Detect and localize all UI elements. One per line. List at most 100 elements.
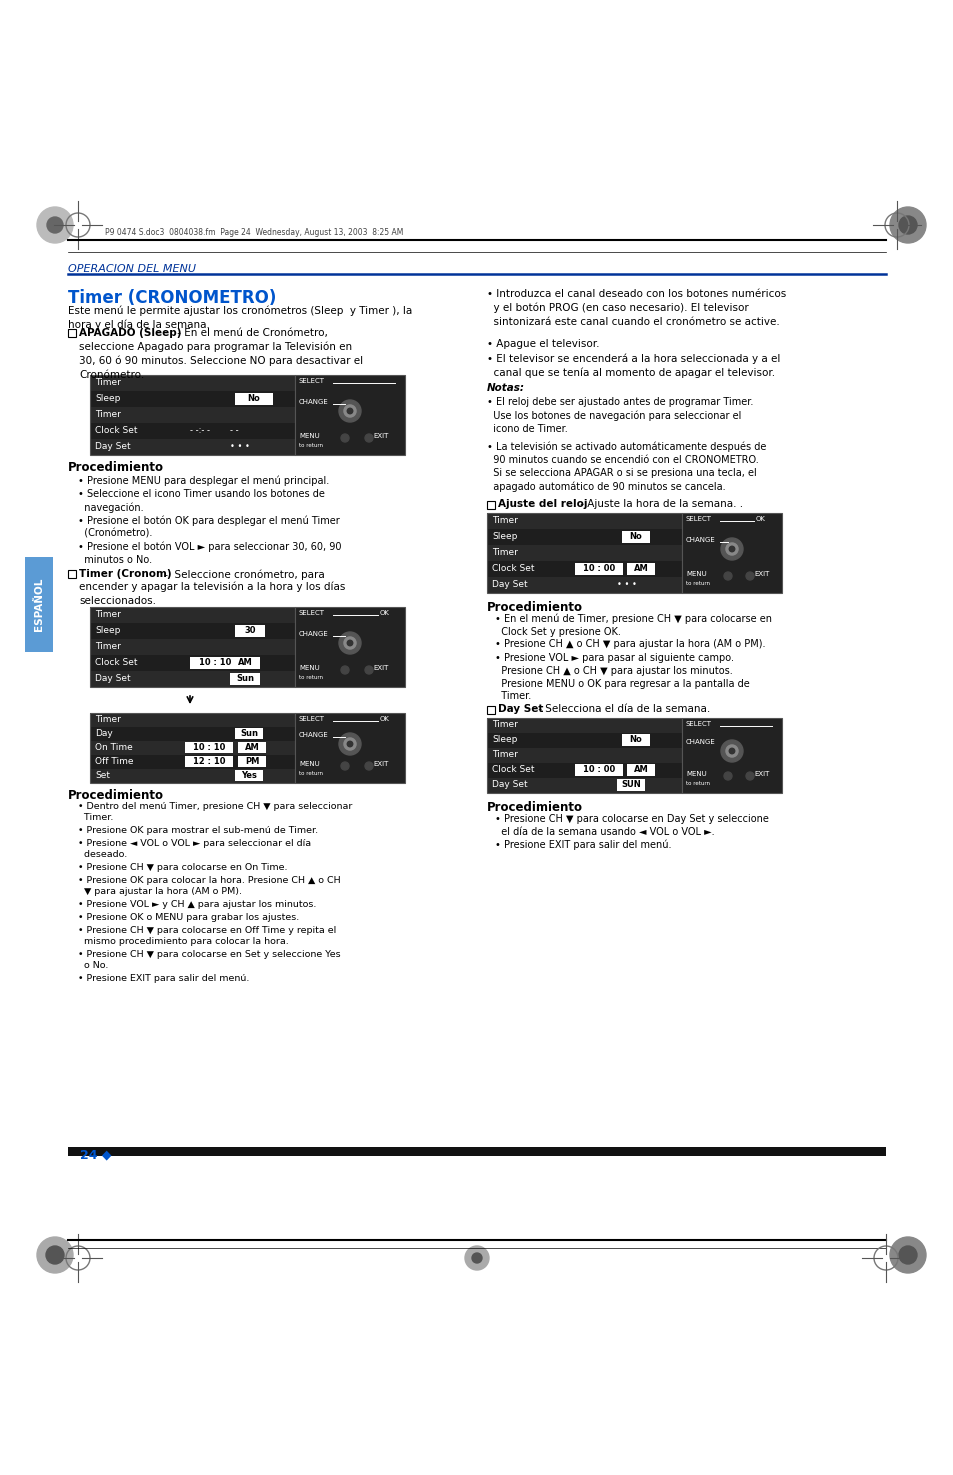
Text: EXIT: EXIT: [753, 571, 768, 577]
Bar: [90, 712, 294, 783]
Text: AM: AM: [237, 658, 253, 667]
Text: APAGADO (Sleep): APAGADO (Sleep): [79, 327, 181, 338]
Text: • El televisor se encenderá a la hora seleccionada y a el
  canal que se tenía a: • El televisor se encenderá a la hora se…: [486, 353, 780, 378]
Text: • • •: • • •: [617, 580, 637, 589]
Text: • Presione EXIT para salir del menú.: • Presione EXIT para salir del menú.: [495, 839, 671, 850]
Circle shape: [464, 1246, 489, 1270]
Text: Day Set: Day Set: [497, 704, 543, 714]
Text: to return: to return: [298, 676, 323, 680]
Text: seleccione Apagado para programar la Televisión en
30, 60 ó 90 minutos. Seleccio: seleccione Apagado para programar la Tel…: [79, 341, 363, 381]
Bar: [90, 655, 294, 671]
Text: Procedimiento: Procedimiento: [68, 462, 164, 473]
Bar: [90, 608, 294, 687]
Text: On Time: On Time: [95, 743, 132, 752]
Bar: [90, 712, 294, 727]
Text: Off Time: Off Time: [95, 757, 133, 766]
Text: • Presione el botón OK para desplegar el menú Timer
  (Cronómetro).: • Presione el botón OK para desplegar el…: [78, 515, 339, 538]
Circle shape: [47, 217, 63, 233]
Text: MENU: MENU: [298, 434, 319, 440]
Text: OK: OK: [379, 715, 390, 721]
Text: Timer (CRONOMETRO): Timer (CRONOMETRO): [68, 289, 276, 307]
Text: P9 0474 S.doc3  0804038.fm  Page 24  Wednesday, August 13, 2003  8:25 AM: P9 0474 S.doc3 0804038.fm Page 24 Wednes…: [105, 229, 403, 237]
Text: Este menú le permite ajustar los cronómetros (Sleep  y Timer ), la
hora y el día: Este menú le permite ajustar los cronóme…: [68, 305, 412, 330]
Circle shape: [365, 434, 373, 442]
Bar: [237, 757, 266, 767]
Bar: [90, 727, 294, 740]
Text: Timer: Timer: [95, 715, 121, 724]
Text: Day Set: Day Set: [492, 780, 527, 789]
Circle shape: [347, 640, 353, 646]
Text: • Presione OK o MENU para grabar los ajustes.: • Presione OK o MENU para grabar los aju…: [78, 913, 299, 922]
Bar: [90, 391, 294, 407]
Bar: [486, 513, 681, 530]
Bar: [486, 544, 681, 560]
Bar: [486, 502, 495, 509]
Text: 10 : 00: 10 : 00: [582, 766, 615, 774]
Bar: [90, 423, 294, 440]
Bar: [90, 755, 294, 768]
Text: • Presione el botón VOL ► para seleccionar 30, 60, 90
  minutos o No.: • Presione el botón VOL ► para seleccion…: [78, 541, 341, 565]
Text: Day Set: Day Set: [95, 442, 131, 451]
Circle shape: [37, 207, 73, 243]
Text: • Dentro del menú Timer, presione CH ▼ para seleccionar
  Timer.: • Dentro del menú Timer, presione CH ▼ p…: [78, 802, 352, 823]
Text: Timer (Cronom): Timer (Cronom): [79, 569, 172, 580]
Text: AM: AM: [633, 563, 648, 572]
Text: Timer: Timer: [492, 516, 517, 525]
Text: Procedimiento: Procedimiento: [486, 600, 582, 614]
Text: SELECT: SELECT: [298, 715, 325, 721]
Bar: [90, 375, 294, 454]
Text: Clock Set: Clock Set: [95, 426, 137, 435]
Circle shape: [344, 738, 355, 751]
Text: • Presione CH ▼ para colocarse en Off Time y repita el
  mismo procedimiento par: • Presione CH ▼ para colocarse en Off Ti…: [78, 926, 335, 947]
Circle shape: [898, 1246, 916, 1264]
Text: • La televisión se activado automáticamente después de
  90 minutos cuando se en: • La televisión se activado automáticame…: [486, 441, 765, 491]
Text: • Presione MENU para desplegar el menú principal.: • Presione MENU para desplegar el menú p…: [78, 475, 329, 485]
Text: OK: OK: [755, 516, 765, 522]
Text: Timer: Timer: [492, 720, 517, 729]
Text: • En el menú de Timer, presione CH ▼ para colocarse en
  Clock Set y presione OK: • En el menú de Timer, presione CH ▼ par…: [495, 614, 771, 637]
Bar: [185, 757, 233, 767]
Circle shape: [340, 763, 349, 770]
Text: ESPAÑOL: ESPAÑOL: [34, 577, 44, 631]
Text: Procedimiento: Procedimiento: [486, 801, 582, 814]
Bar: [294, 608, 405, 687]
Circle shape: [725, 543, 738, 555]
Text: Sleep: Sleep: [95, 394, 120, 403]
Text: • Presione VOL ► y CH ▲ para ajustar los minutos.: • Presione VOL ► y CH ▲ para ajustar los…: [78, 900, 316, 909]
Text: SELECT: SELECT: [298, 611, 325, 617]
Text: • Presione OK para mostrar el sub-menú de Timer.: • Presione OK para mostrar el sub-menú d…: [78, 826, 317, 835]
Text: to return: to return: [298, 442, 323, 448]
Text: Timer: Timer: [95, 642, 121, 650]
Text: 12 : 10: 12 : 10: [193, 757, 225, 766]
Text: to return: to return: [685, 581, 709, 586]
Text: to return: to return: [298, 771, 323, 776]
Text: • Presione VOL ► para pasar al siguiente campo.
  Presione CH ▲ o CH ▼ para ajus: • Presione VOL ► para pasar al siguiente…: [495, 653, 749, 702]
Text: AM: AM: [633, 766, 648, 774]
Text: No: No: [248, 394, 260, 403]
Circle shape: [723, 572, 731, 580]
Text: No: No: [629, 735, 641, 743]
Bar: [294, 712, 405, 783]
Bar: [486, 513, 681, 593]
Bar: [234, 625, 265, 637]
Text: OPERACION DEL MENU: OPERACION DEL MENU: [68, 264, 195, 274]
Bar: [486, 718, 681, 794]
Text: Day Set: Day Set: [492, 580, 527, 589]
Circle shape: [889, 1238, 925, 1273]
Text: CHANGE: CHANGE: [685, 739, 715, 745]
Circle shape: [745, 771, 753, 780]
Text: MENU: MENU: [298, 761, 319, 767]
Bar: [185, 742, 233, 754]
Circle shape: [365, 667, 373, 674]
Circle shape: [728, 748, 734, 754]
Text: Timer: Timer: [95, 410, 121, 419]
Bar: [90, 639, 294, 655]
Circle shape: [338, 733, 360, 755]
Text: 24 ◆: 24 ◆: [80, 1148, 112, 1161]
Circle shape: [46, 1246, 64, 1264]
Bar: [621, 735, 649, 746]
Text: Clock Set: Clock Set: [492, 766, 534, 774]
Bar: [575, 764, 622, 776]
Text: Timer: Timer: [95, 378, 121, 386]
Bar: [90, 671, 294, 687]
